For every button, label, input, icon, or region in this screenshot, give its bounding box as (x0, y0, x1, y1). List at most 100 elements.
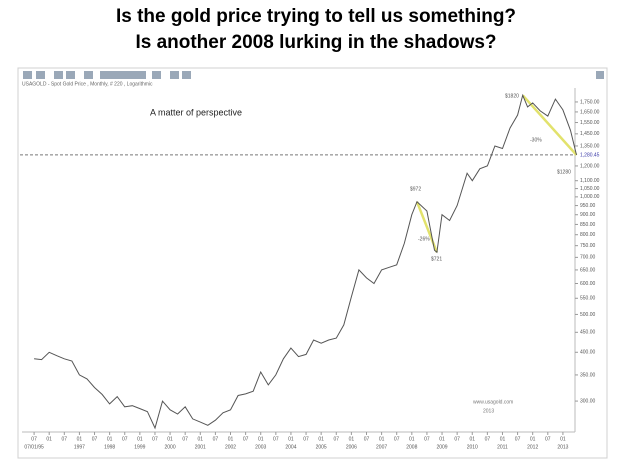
x-tick-label: 07 (333, 436, 339, 442)
x-tick-label: 01 (228, 436, 234, 442)
trend-line (521, 94, 578, 156)
x-tick-label: 07 (31, 436, 37, 442)
x-year-label: 2003 (255, 444, 266, 450)
tool-icon[interactable] (84, 71, 93, 79)
y-tick-label: 1,100.00 (580, 178, 600, 184)
price-line (34, 93, 577, 430)
x-year-label: 2010 (467, 444, 478, 450)
tool-icon[interactable] (152, 71, 161, 79)
y-tick-label: 1,050.00 (580, 186, 600, 192)
x-tick-label: 01 (500, 436, 506, 442)
tool-icon[interactable] (36, 71, 45, 79)
tool-icon[interactable] (182, 71, 191, 79)
chart-title: Is the gold price trying to tell us some… (116, 6, 516, 27)
x-tick-label: 07 (394, 436, 400, 442)
x-year-label: 2013 (557, 444, 568, 450)
toolbar (23, 71, 604, 79)
y-tick-label: 650.00 (580, 267, 596, 273)
y-tick-label: 350.00 (580, 372, 596, 378)
tool-icon[interactable] (66, 71, 75, 79)
y-tick-label: 1,750.00 (580, 99, 600, 105)
x-year-label: 2004 (285, 444, 296, 450)
tool-icon[interactable] (23, 71, 32, 79)
y-tick-label: 900.00 (580, 212, 596, 218)
x-tick-label: 07 (92, 436, 98, 442)
chart-subtitle: Is another 2008 lurking in the shadows? (135, 32, 496, 53)
x-year-label: 2002 (225, 444, 236, 450)
tool-icon[interactable] (54, 71, 63, 79)
x-tick-label: 07 (152, 436, 158, 442)
y-tick-label: 1,350.00 (580, 143, 600, 149)
x-tick-label: 07 (545, 436, 551, 442)
y-tick-label: 400.00 (580, 350, 596, 356)
x-year-label: 2008 (406, 444, 417, 450)
y-tick-label: 1,450.00 (580, 131, 600, 137)
x-year-label: 2005 (316, 444, 327, 450)
tool-icon[interactable] (596, 71, 604, 79)
x-year-label: 07/01/95 (24, 444, 44, 450)
x-tick-label: 01 (46, 436, 52, 442)
x-tick-label: 01 (137, 436, 143, 442)
x-tick-label: 07 (303, 436, 309, 442)
y-tick-label: 1,650.00 (580, 109, 600, 115)
x-tick-label: 01 (258, 436, 264, 442)
x-tick-label: 01 (469, 436, 475, 442)
x-tick-label: 07 (182, 436, 188, 442)
x-tick-label: 01 (439, 436, 445, 442)
chart-frame (17, 67, 608, 459)
tool-icon[interactable] (170, 71, 179, 79)
x-tick-label: 07 (364, 436, 370, 442)
x-tick-label: 07 (213, 436, 219, 442)
x-tick-label: 07 (454, 436, 460, 442)
annotation: $1280 (557, 169, 571, 175)
x-tick-label: 01 (288, 436, 294, 442)
x-tick-label: 01 (77, 436, 83, 442)
annotation: 2013 (483, 408, 494, 414)
y-tick-label: 1,200.00 (580, 163, 600, 169)
x-tick-label: 01 (409, 436, 415, 442)
x-tick-label: 01 (560, 436, 566, 442)
x-tick-label: 07 (273, 436, 279, 442)
y-tick-label: 800.00 (580, 232, 596, 238)
annotation: $721 (431, 256, 442, 262)
x-tick-label: 07 (122, 436, 128, 442)
x-year-label: 2012 (527, 444, 538, 450)
y-tick-label: 1,550.00 (580, 120, 600, 126)
tool-icon[interactable] (100, 71, 146, 79)
x-year-label: 2000 (165, 444, 176, 450)
x-year-label: 2001 (195, 444, 206, 450)
annotation: A matter of perspective (150, 107, 242, 117)
y-tick-label: 550.00 (580, 296, 596, 302)
x-tick-label: 07 (424, 436, 430, 442)
x-year-label: 2011 (497, 444, 508, 450)
x-tick-label: 01 (379, 436, 385, 442)
annotation: $1820 (505, 93, 519, 99)
y-tick-label: 950.00 (580, 203, 596, 209)
x-year-label: 1997 (74, 444, 85, 450)
x-tick-label: 07 (515, 436, 521, 442)
annotation: $972 (410, 186, 421, 192)
y-tick-label: 1,000.00 (580, 194, 600, 200)
y-tick-label: 750.00 (580, 243, 596, 249)
x-year-label: 1999 (134, 444, 145, 450)
y-tick-label: 500.00 (580, 312, 596, 318)
x-tick-label: 01 (198, 436, 204, 442)
x-tick-label: 01 (530, 436, 536, 442)
x-tick-label: 01 (167, 436, 173, 442)
reference-label: 1,280.45 (580, 152, 600, 158)
x-tick-label: 07 (243, 436, 249, 442)
y-tick-label: 700.00 (580, 255, 596, 261)
x-year-label: 2007 (376, 444, 387, 450)
y-tick-label: 450.00 (580, 330, 596, 336)
annotation: -26% (418, 236, 430, 242)
x-year-label: 2009 (436, 444, 447, 450)
annotation: www.usagold.com (473, 399, 513, 405)
y-tick-label: 300.00 (580, 398, 596, 404)
y-tick-label: 850.00 (580, 222, 596, 228)
x-year-label: 1998 (104, 444, 115, 450)
x-tick-label: 07 (62, 436, 68, 442)
x-tick-label: 01 (318, 436, 324, 442)
chart-header: USAGOLD - Spot Gold Price , Monthly, # 2… (22, 81, 153, 87)
x-tick-label: 07 (485, 436, 491, 442)
